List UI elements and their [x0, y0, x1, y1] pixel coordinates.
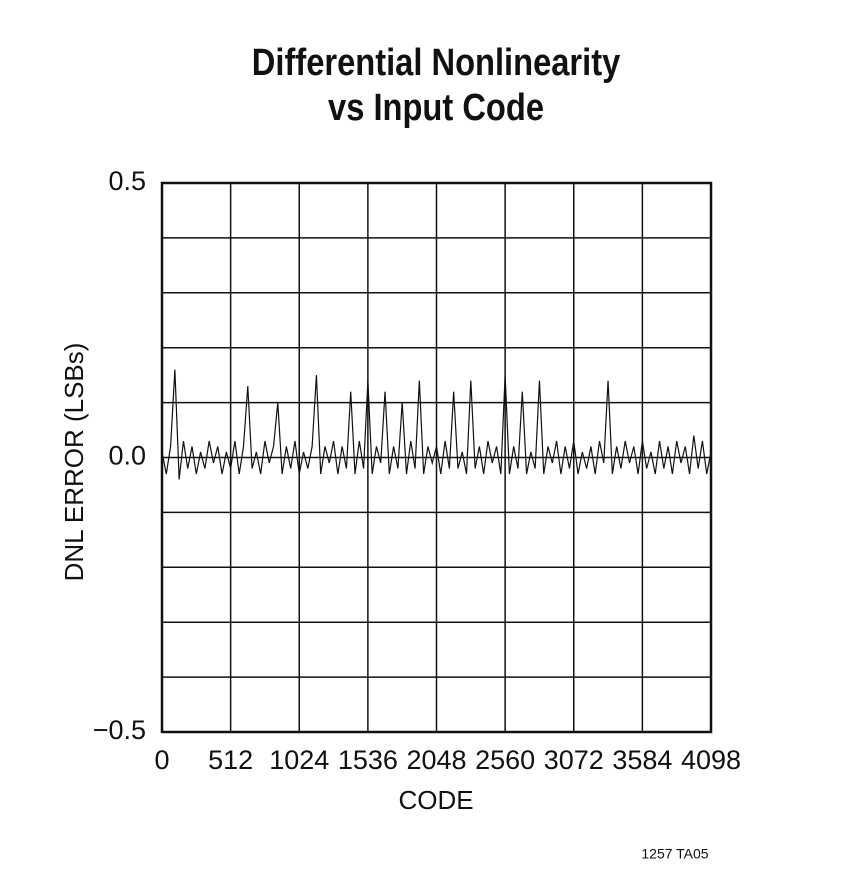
chart-title: Differential Nonlinearity — [252, 41, 621, 84]
x-tick-label: 512 — [208, 745, 253, 775]
x-tick-label: 0 — [154, 745, 169, 775]
x-tick-label: 1024 — [269, 745, 329, 775]
chart-title: vs Input Code — [328, 86, 544, 129]
x-tick-label: 2560 — [475, 745, 535, 775]
y-tick-label: 0.0 — [108, 441, 146, 471]
plot-frame — [160, 181, 713, 734]
data-line — [161, 369, 712, 480]
y-tick-label: −0.5 — [93, 715, 146, 745]
x-tick-label: 1536 — [338, 745, 398, 775]
x-tick-label: 3072 — [544, 745, 604, 775]
x-tick-label: 2048 — [406, 745, 466, 775]
footnote: 1257 TA05 — [641, 846, 708, 862]
y-axis-label: DNL ERROR (LSBs) — [59, 343, 89, 582]
x-axis-label: CODE — [398, 785, 473, 815]
x-tick-label: 3584 — [612, 745, 672, 775]
x-tick-label: 4098 — [681, 745, 741, 775]
y-tick-label: 0.5 — [108, 166, 146, 196]
